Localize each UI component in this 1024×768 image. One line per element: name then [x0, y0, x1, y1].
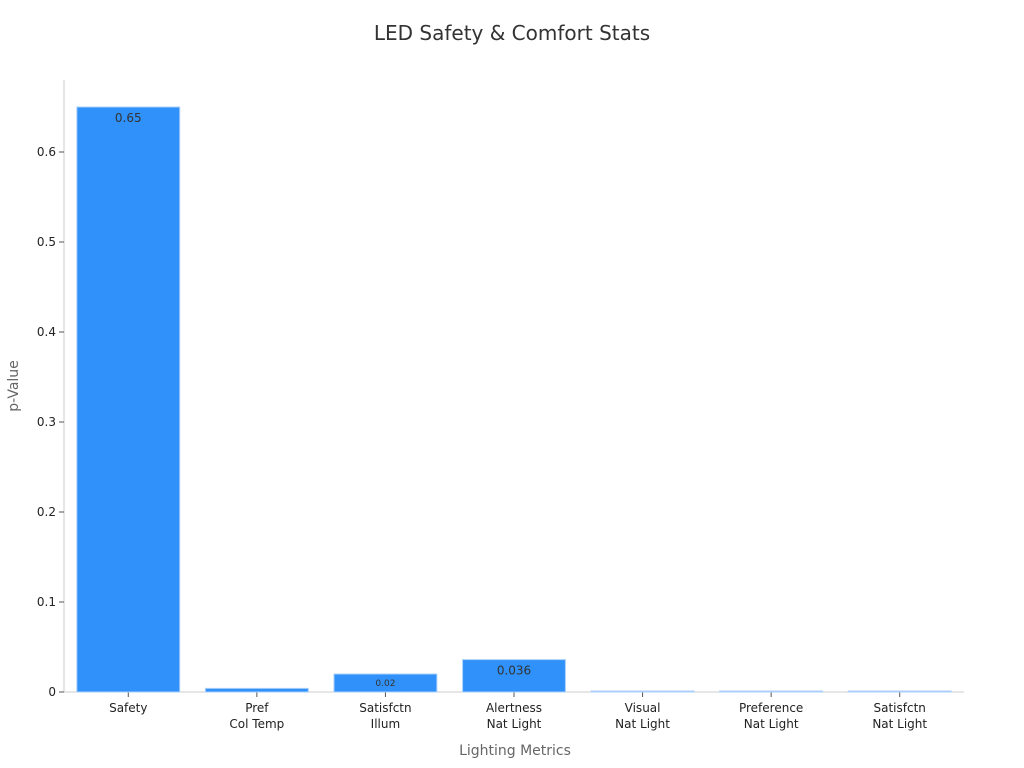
y-axis-title: p-Value: [6, 360, 22, 412]
bar-labels: 0.65 0.02 0.036: [115, 111, 531, 689]
y-tick-label: 0.2: [37, 505, 56, 519]
x-tick-label: Pref Col Temp: [229, 701, 284, 731]
x-tick-label: Alertness Nat Light: [486, 701, 542, 731]
y-tick-label: 0.1: [37, 595, 56, 609]
bar: [847, 690, 952, 693]
bar: [719, 690, 824, 693]
x-tick-label: Visual Nat Light: [615, 701, 670, 731]
bar: [204, 687, 309, 693]
y-tick-label: 0.6: [37, 145, 56, 159]
y-tick-label: 0.3: [37, 415, 56, 429]
x-tick-label: Satisfctn Illum: [359, 701, 411, 731]
bar: [590, 690, 695, 693]
y-tick-label: 0.5: [37, 235, 56, 249]
x-tick-label: Preference Nat Light: [739, 701, 803, 731]
x-tick-label: Satisfctn Nat Light: [872, 701, 927, 731]
x-tick-label: Safety: [109, 701, 147, 715]
bar-data-label: 0.02: [375, 679, 395, 689]
bars: [76, 106, 952, 693]
bar: [462, 659, 566, 693]
bar: [76, 106, 181, 693]
y-tick-label: 0: [48, 685, 56, 699]
y-axis: 0 0.1 0.2 0.3 0.4 0.5 0.6: [37, 80, 65, 699]
bar-data-label: 0.036: [497, 664, 531, 678]
x-axis-title: Lighting Metrics: [459, 743, 571, 759]
y-tick-label: 0.4: [37, 325, 56, 339]
x-axis: Safety Pref Col Temp Satisfctn Illum Alertnes…: [64, 691, 964, 731]
bar-data-label: 0.65: [115, 111, 142, 125]
chart-title: LED Safety & Comfort Stats: [374, 21, 650, 45]
bar: [333, 673, 438, 693]
